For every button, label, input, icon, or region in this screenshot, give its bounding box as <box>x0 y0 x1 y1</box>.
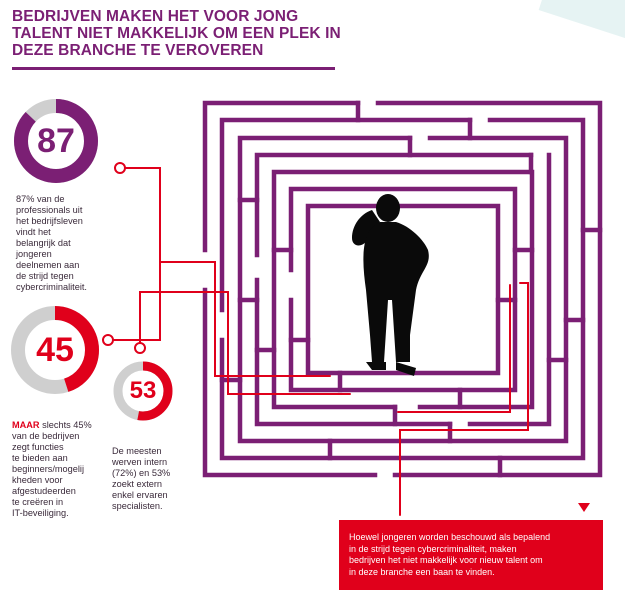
donut-45: 45 <box>8 303 102 397</box>
stat-53-line: (72%) en 53% <box>112 468 171 478</box>
connector-node-45 <box>102 334 114 346</box>
callout-line: bedrijven het niet makkelijk voor nieuw … <box>349 555 543 565</box>
maze-wall <box>219 100 603 478</box>
callout-line: in de strijd tegen cybercriminaliteit, m… <box>349 543 517 554</box>
triangle-down-icon <box>578 503 590 512</box>
callout-line: in deze branche een baan te vinden. <box>349 566 495 577</box>
donut-53: 53 <box>112 360 174 422</box>
stat-87-line: 87% van de <box>16 194 65 204</box>
stat-45-line: zegt functies <box>12 442 64 452</box>
maze-wall <box>254 152 552 427</box>
headline-line-3: DEZE BRANCHE TE VEROVEREN <box>12 42 264 59</box>
connector-line-53 <box>139 291 351 395</box>
stat-45-text: MAAR slechts 45% van de bedrijven zegt f… <box>12 420 92 519</box>
headline: BEDRIJVEN MAKEN HET VOOR JONG TALENT NIE… <box>12 8 342 59</box>
donut-87-ring <box>14 99 98 183</box>
stat-87-line: professionals uit <box>16 205 83 215</box>
stat-45-line: beginners/mogelij <box>12 464 85 474</box>
stat-53-text: De meesten werven intern (72%) en 53% zo… <box>112 446 170 512</box>
connector-line-inner <box>397 284 511 413</box>
donut-45-value: 45 <box>36 330 74 369</box>
connector-line-87 <box>119 167 331 377</box>
stat-53-line: zoekt extern <box>112 479 163 489</box>
stat-87-line: de strijd tegen <box>16 271 74 281</box>
maze-wall <box>219 117 586 461</box>
stat-87-line: vindt het <box>16 227 51 237</box>
stat-45-line: kheden voor <box>12 475 63 485</box>
donut-45-ring <box>11 306 99 394</box>
headline-rule <box>12 67 335 70</box>
stat-87-line: deelnemen aan <box>16 260 80 270</box>
stat-45-highlight: MAAR <box>12 420 40 430</box>
stat-45-line: afgestudeerden <box>12 486 76 496</box>
donut-87: 87 <box>12 97 100 185</box>
stat-45-line: MAAR slechts 45% <box>12 420 92 431</box>
donut-53-value: 53 <box>129 377 157 404</box>
callout-line: Hoewel jongeren worden beschouwd als bep… <box>349 532 551 542</box>
headline-line-1: BEDRIJVEN MAKEN HET VOOR JONG <box>12 8 299 25</box>
maze-wall <box>305 203 501 376</box>
stat-53-line: specialisten. <box>112 501 163 511</box>
maze-wall <box>237 135 569 444</box>
donut-87-value: 87 <box>37 121 75 160</box>
maze-wall <box>202 100 603 478</box>
connector-node-87 <box>114 162 126 174</box>
stat-87-line: belangrijk dat <box>16 238 71 248</box>
connector-node-53 <box>134 342 146 354</box>
stat-87-line: cybercriminaliteit. <box>16 282 87 292</box>
stat-45-line: van de bedrijven <box>12 431 80 441</box>
connector-line-45 <box>107 261 161 341</box>
stat-45-line: te bieden aan <box>12 453 68 463</box>
connector-line-callout <box>399 282 529 516</box>
stat-87-text: 87% van de professionals uit het bedrijf… <box>16 194 87 293</box>
headline-line-2: TALENT NIET MAKKELIJK OM EEN PLEK IN <box>12 25 341 42</box>
maze-wall <box>288 186 518 393</box>
stat-53-line: De meesten <box>112 446 162 456</box>
confused-person-icon <box>352 194 429 376</box>
donut-53-ring <box>113 361 173 421</box>
stat-53-line: enkel ervaren <box>112 490 168 500</box>
stat-45-line: IT-beveiliging. <box>12 508 69 518</box>
stat-87-line: het bedrijfsleven <box>16 216 83 226</box>
callout-box: Hoewel jongeren worden beschouwd als bep… <box>339 520 603 590</box>
stat-87-line: jongeren <box>16 249 52 259</box>
stat-53-line: werven intern <box>112 457 168 467</box>
stat-45-line-rest: slechts 45% <box>39 420 92 430</box>
stat-45-line: te creëren in <box>12 497 64 507</box>
